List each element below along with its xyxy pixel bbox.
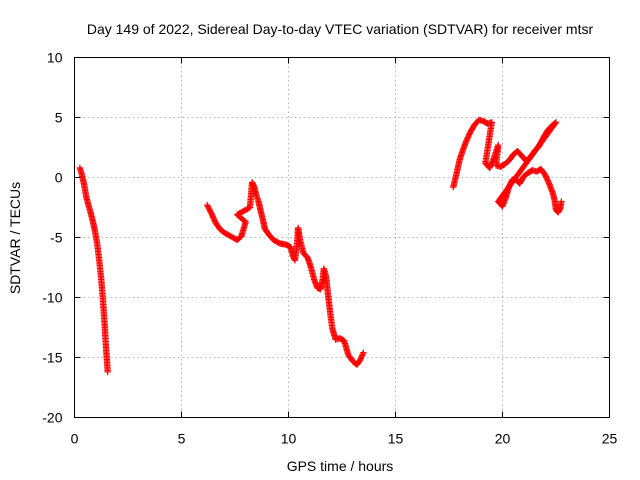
data-point [210, 215, 218, 223]
data-point [205, 204, 212, 212]
y-tick-label: -10 [42, 290, 62, 306]
x-tick-labels: 0 5 10 15 20 25 [71, 431, 618, 447]
data-point [358, 352, 366, 359]
data-point [210, 214, 217, 221]
y-tick-label: -5 [50, 230, 63, 246]
data-point [545, 180, 553, 187]
data-point [357, 355, 365, 362]
data-point [203, 201, 211, 209]
y-tick-labels: -20 -15 -10 -5 0 5 10 [42, 50, 62, 426]
chart-title: Day 149 of 2022, Sidereal Day-to-day VTE… [87, 21, 594, 37]
x-tick-label: 10 [281, 431, 297, 447]
data-point [558, 198, 565, 205]
data-point [465, 131, 473, 138]
data-point [542, 171, 549, 179]
data-point [211, 217, 218, 224]
axis-ticks [74, 57, 610, 418]
data-point [208, 211, 216, 219]
data-point [542, 173, 550, 180]
data-point [359, 350, 366, 358]
data-point [543, 174, 550, 182]
data-point [207, 208, 214, 216]
data-point [208, 210, 215, 217]
data-point [356, 356, 364, 364]
data-point [464, 134, 472, 141]
data-point [507, 179, 515, 186]
data-point [464, 135, 471, 142]
data-points [76, 116, 565, 376]
data-point [104, 368, 111, 376]
data-point [206, 206, 213, 213]
data-point [486, 164, 493, 172]
x-axis-label: GPS time / hours [287, 458, 394, 474]
data-point [206, 207, 214, 214]
data-point [505, 183, 513, 191]
y-tick-label: -15 [42, 350, 62, 366]
x-tick-label: 5 [178, 431, 186, 447]
data-point [358, 353, 365, 361]
grid [74, 57, 610, 418]
data-point [506, 182, 513, 189]
x-tick-label: 0 [71, 431, 79, 447]
y-tick-label: -20 [42, 410, 62, 426]
data-point [209, 213, 216, 220]
y-tick-label: 0 [55, 170, 63, 186]
data-point [545, 178, 552, 186]
data-point [507, 181, 514, 188]
y-axis-label: SDTVAR / TECUs [7, 182, 23, 294]
data-point [462, 138, 470, 145]
x-tick-label: 15 [388, 431, 404, 447]
data-point [360, 349, 367, 356]
data-point [465, 132, 472, 140]
data-point [463, 136, 470, 144]
data-point [543, 176, 551, 183]
x-tick-label: 25 [602, 431, 618, 447]
y-tick-label: 10 [47, 50, 63, 66]
data-point [204, 203, 212, 210]
x-tick-label: 20 [495, 431, 511, 447]
data-point [544, 177, 551, 184]
data-point [487, 163, 494, 170]
y-tick-label: 5 [55, 110, 63, 126]
